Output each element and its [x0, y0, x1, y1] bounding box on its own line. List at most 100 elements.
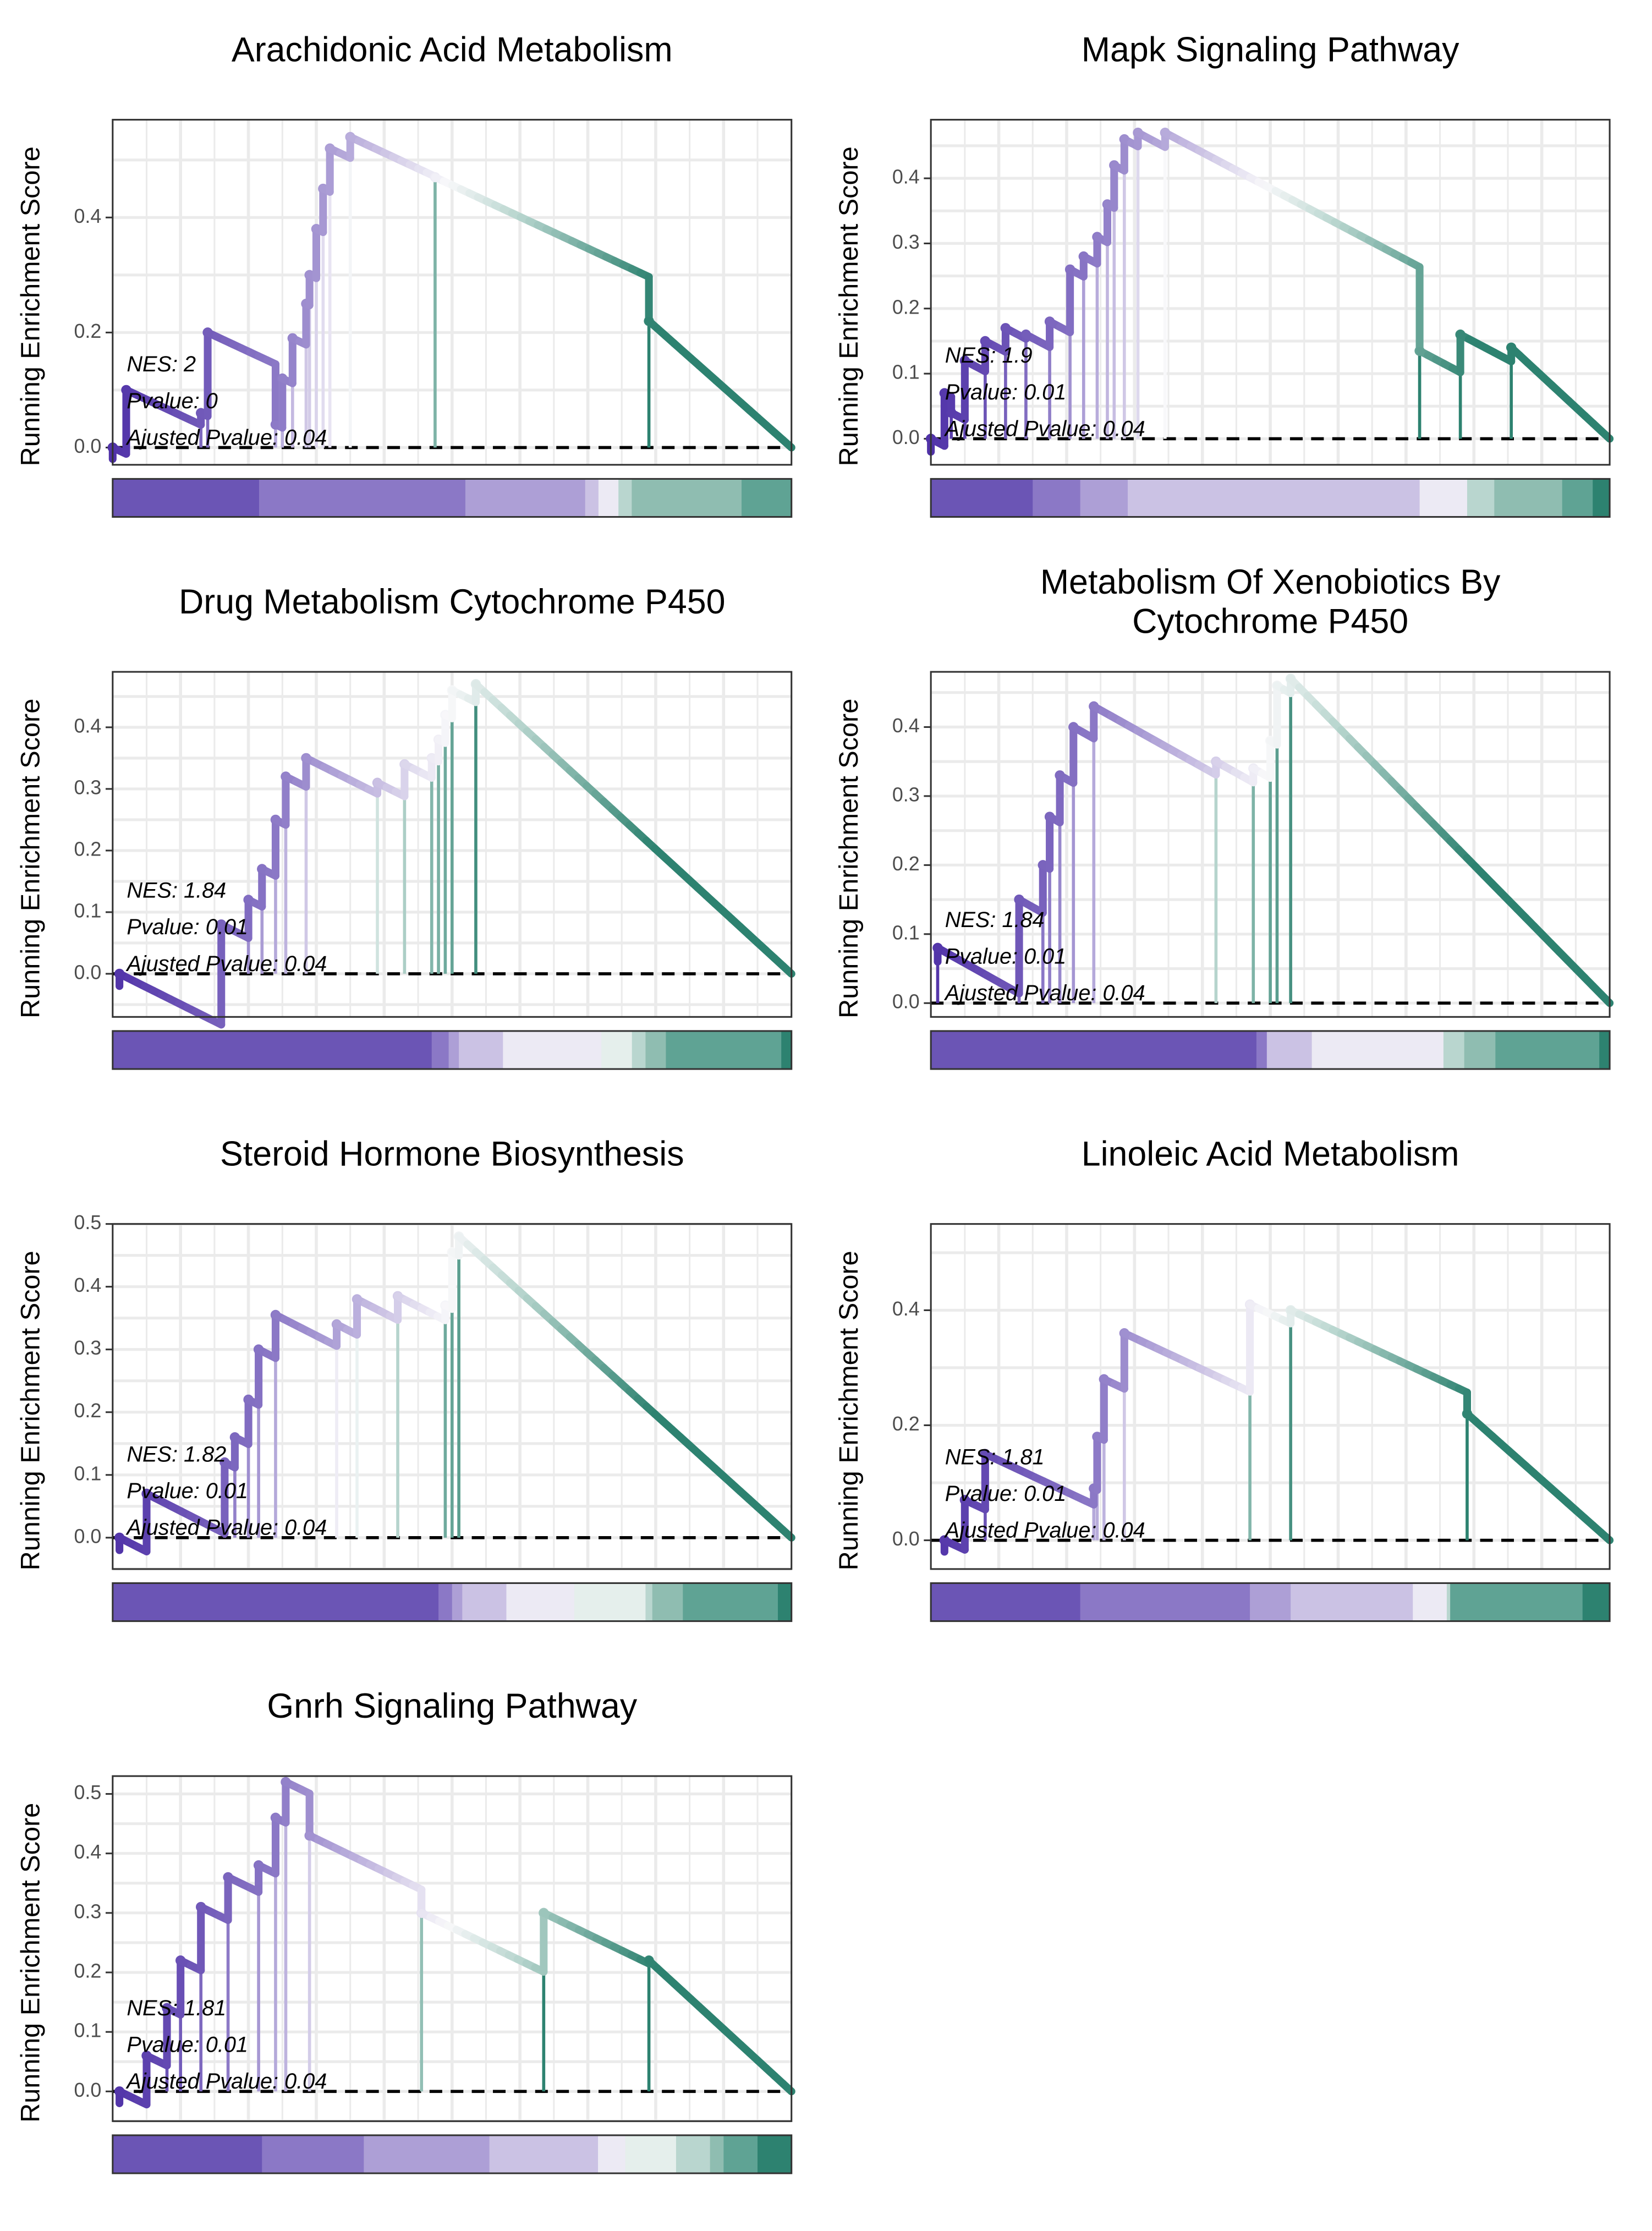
stats-label: Ajusted Pvalue: 0.04	[944, 1518, 1145, 1542]
plot-border	[930, 671, 1611, 1018]
stats-label: NES: 1.84	[945, 908, 1045, 932]
rank-bar-segment	[112, 1030, 432, 1070]
rank-bar-segment	[1450, 1583, 1583, 1621]
y-tick-label: 0.0	[74, 2079, 102, 2101]
y-tick-label: 0.2	[892, 1413, 920, 1435]
rank-bar-segment	[1494, 479, 1563, 517]
chart-title: Linoleic Acid Metabolism	[1082, 1134, 1459, 1173]
y-axis-label: Running Enrichment Score	[16, 699, 46, 1018]
rank-bar-border	[112, 478, 793, 518]
rank-bar-border	[112, 1582, 793, 1622]
rank-bar-border	[930, 1030, 1611, 1070]
rank-bar-segment	[438, 1583, 453, 1621]
y-tick-label: 0.2	[892, 296, 920, 318]
chart-title: Drug Metabolism Cytochrome P450	[179, 583, 725, 621]
chart-title: Arachidonic Acid Metabolism	[232, 30, 673, 69]
y-tick-label: 0.2	[74, 838, 102, 860]
rank-bar-segment	[645, 1583, 653, 1621]
rank-bar-segment	[459, 1030, 503, 1070]
chart-title: Metabolism Of Xenobiotics By	[1040, 563, 1501, 601]
y-axis-label: Running Enrichment Score	[16, 146, 46, 466]
stats-label: Ajusted Pvalue: 0.04	[125, 2069, 327, 2093]
y-tick-label: 0.3	[74, 1900, 102, 1922]
stats-label: Ajusted Pvalue: 0.04	[125, 425, 327, 450]
y-tick-label: 0.4	[892, 1298, 920, 1320]
y-tick-label: 0.0	[74, 1525, 102, 1547]
y-tick-label: 0.1	[74, 900, 102, 922]
stats-label: Pvalue: 0.01	[945, 1482, 1067, 1506]
rank-bar-border	[112, 1030, 793, 1070]
rank-bar-segment	[1562, 479, 1593, 517]
rank-bar-segment	[112, 1583, 439, 1621]
rank-bar-segment	[489, 2135, 599, 2174]
rank-bar-segment	[506, 1583, 575, 1621]
y-tick-label: 0.0	[892, 1528, 920, 1550]
y-tick-label: 0.1	[74, 1462, 102, 1484]
rank-bar-segment	[931, 1583, 1081, 1621]
y-tick-label: 0.0	[892, 991, 920, 1013]
y-axis-label: Running Enrichment Score	[834, 699, 864, 1018]
y-tick-label: 0.1	[892, 361, 920, 383]
rank-bar-segment	[1080, 1583, 1250, 1621]
y-tick-label: 0.3	[892, 231, 920, 253]
rank-bar-segment	[598, 2135, 625, 2174]
y-tick-label: 0.0	[892, 426, 920, 448]
es-curve-segment	[779, 962, 795, 978]
rank-bar-segment	[1080, 479, 1128, 517]
rank-bar-segment	[1250, 1583, 1291, 1621]
rank-bar-border	[112, 2134, 793, 2174]
rank-bar-segment	[741, 479, 792, 517]
stats-label: NES: 1.82	[127, 1443, 226, 1467]
rank-bar-segment	[1033, 479, 1081, 517]
rank-bar-segment	[1291, 1583, 1413, 1621]
chart-panel-7: Gnrh Signaling Pathway 0.0 0.1 0.2 0.3 0.4 0.5…	[16, 1687, 795, 2174]
rank-bar-segment	[676, 2135, 711, 2174]
rank-bar-segment	[1464, 1030, 1496, 1070]
rank-bar-segment	[601, 1030, 633, 1070]
rank-bar-segment	[1599, 1030, 1610, 1070]
rank-bar-segment	[723, 2135, 758, 2174]
y-tick-label: 0.4	[74, 205, 102, 227]
plot-border	[112, 1775, 793, 2122]
rank-bar-segment	[710, 2135, 724, 2174]
y-tick-label: 0.4	[892, 715, 920, 737]
rank-bar-segment	[1593, 479, 1610, 517]
chart-panel-1: Arachidonic Acid Metabolism 0.0 0.2 0.4 Runn…	[16, 30, 795, 518]
y-tick-label: 0.3	[74, 776, 102, 798]
chart-panel-5: Steroid Hormone Biosynthesis 0.0 0.1 0.2 0.3…	[16, 1134, 795, 1622]
rank-bar-segment	[1419, 479, 1468, 517]
y-tick-label: 0.0	[74, 961, 102, 983]
stats-label: NES: 1.81	[945, 1445, 1045, 1469]
rank-bar-segment	[462, 1583, 507, 1621]
y-tick-label: 0.4	[74, 1841, 102, 1863]
rank-bar-segment	[1582, 1583, 1610, 1621]
stats-label: Ajusted Pvalue: 0.04	[944, 416, 1145, 441]
rank-bar-segment	[1495, 1030, 1600, 1070]
stats-label: Pvalue: 0.01	[945, 380, 1067, 404]
y-tick-label: 0.1	[892, 922, 920, 944]
y-tick-label: 0.3	[892, 783, 920, 805]
y-tick-label: 0.4	[74, 1274, 102, 1296]
rank-bar-segment	[1443, 1030, 1465, 1070]
chart-title: Steroid Hormone Biosynthesis	[220, 1134, 684, 1173]
rank-bar-segment	[683, 1583, 778, 1621]
rank-bar-segment	[1311, 1030, 1444, 1070]
rank-bar-segment	[931, 479, 1033, 517]
chart-title: Mapk Signaling Pathway	[1082, 30, 1459, 69]
rank-bar-segment	[112, 2135, 262, 2174]
stats-label: NES: 1.81	[127, 1996, 226, 2020]
rank-bar-segment	[574, 1583, 646, 1621]
rank-bar-segment	[781, 1030, 792, 1070]
es-curve-segment	[1597, 990, 1614, 1007]
rank-bar-segment	[1266, 1030, 1313, 1070]
y-tick-label: 0.4	[892, 166, 920, 188]
rank-bar-segment	[1413, 1583, 1447, 1621]
rank-bar-segment	[632, 479, 742, 517]
stats-label: Ajusted Pvalue: 0.04	[944, 981, 1145, 1005]
plot-border	[112, 671, 793, 1018]
y-axis-label: Running Enrichment Score	[834, 146, 864, 466]
stats-label: Pvalue: 0.01	[127, 1479, 248, 1503]
y-tick-label: 0.3	[74, 1337, 102, 1359]
